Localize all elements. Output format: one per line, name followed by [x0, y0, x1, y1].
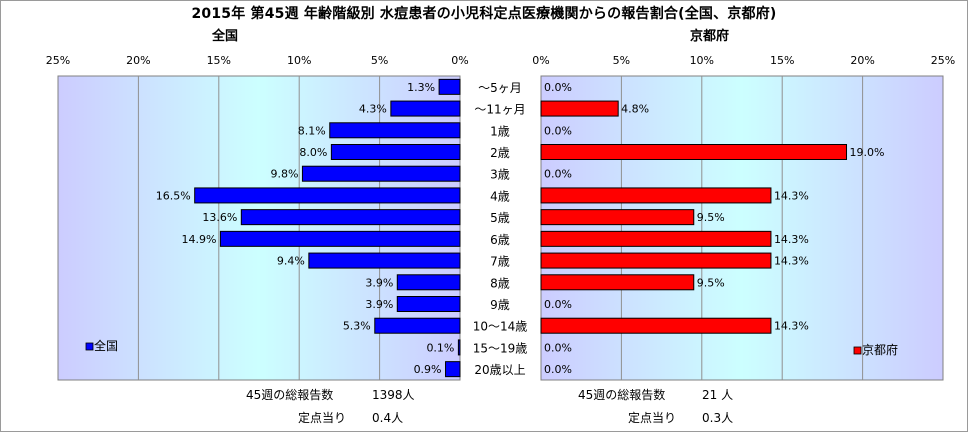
kyoto-tick-label: 0%	[532, 54, 549, 67]
national-per-value: 0.4人	[372, 411, 404, 425]
kyoto-per-label: 定点当り	[628, 411, 677, 425]
kyoto-data-label: 0.0%	[544, 363, 572, 376]
national-data-label: 9.8%	[270, 168, 298, 181]
kyoto-legend-swatch	[853, 346, 862, 355]
national-bar	[308, 252, 461, 269]
national-data-label: 5.3%	[343, 320, 371, 333]
kyoto-plot-area	[540, 75, 944, 381]
national-data-label: 14.9%	[181, 233, 216, 246]
kyoto-panel-title: 京都府	[690, 29, 730, 44]
national-bar	[374, 317, 461, 334]
kyoto-bar	[540, 317, 772, 334]
category-label: ～11ヶ月	[474, 103, 525, 117]
category-label: 4歳	[490, 189, 510, 203]
kyoto-data-label: 9.5%	[697, 211, 725, 224]
national-data-label: 8.1%	[298, 124, 326, 137]
national-data-label: 9.4%	[277, 255, 305, 268]
national-bar	[194, 187, 461, 204]
national-data-label: 3.9%	[365, 298, 393, 311]
kyoto-data-label: 14.3%	[774, 233, 809, 246]
national-legend-swatch	[85, 342, 94, 351]
kyoto-bar	[540, 209, 695, 226]
kyoto-tick-label: 15%	[770, 54, 794, 67]
category-label: 3歳	[490, 168, 510, 182]
national-bar	[390, 100, 461, 117]
national-bar	[329, 122, 461, 139]
kyoto-tick-label: 10%	[690, 54, 714, 67]
national-tick-label: 15%	[207, 54, 231, 67]
national-tick-label: 20%	[126, 54, 150, 67]
kyoto-data-label: 0.0%	[544, 341, 572, 354]
kyoto-tick-label: 20%	[850, 54, 874, 67]
national-bar	[457, 339, 461, 356]
national-tick-label: 5%	[371, 54, 388, 67]
kyoto-data-label: 0.0%	[544, 298, 572, 311]
national-bar	[396, 274, 461, 291]
category-label: 5歳	[490, 211, 510, 225]
national-tick-label: 25%	[46, 54, 70, 67]
category-label: ～5ヶ月	[478, 81, 522, 95]
kyoto-data-label: 0.0%	[544, 81, 572, 94]
national-data-label: 0.1%	[426, 341, 454, 354]
national-data-label: 1.3%	[407, 81, 435, 94]
category-label: 10～14歳	[473, 320, 528, 334]
national-bar	[301, 165, 461, 182]
national-per-label: 定点当り	[298, 411, 347, 425]
national-bar	[330, 144, 461, 160]
national-data-label: 0.9%	[414, 363, 442, 376]
national-bar	[240, 209, 461, 226]
category-label: 7歳	[490, 255, 510, 269]
category-label: 20歳以上	[474, 363, 525, 377]
national-plot-area	[57, 75, 461, 381]
national-total-value: 1398人	[372, 388, 415, 402]
kyoto-legend-label: 京都府	[862, 342, 898, 357]
national-data-label: 3.9%	[365, 276, 393, 289]
national-panel-title: 全国	[212, 29, 239, 44]
kyoto-bar	[540, 144, 848, 160]
kyoto-bar	[540, 100, 619, 117]
kyoto-data-label: 0.0%	[544, 124, 572, 137]
category-label: 8歳	[490, 276, 510, 290]
kyoto-data-label: 9.5%	[697, 276, 725, 289]
national-data-label: 4.3%	[359, 103, 387, 116]
kyoto-data-label: 0.0%	[544, 168, 572, 181]
national-total-label: 45週の総報告数	[246, 388, 334, 402]
kyoto-bar	[540, 230, 772, 247]
kyoto-bar	[540, 252, 772, 269]
national-bar	[445, 361, 461, 378]
category-label: 15～19歳	[473, 341, 528, 355]
kyoto-data-label: 14.3%	[774, 189, 809, 202]
kyoto-total-label: 45週の総報告数	[578, 388, 666, 402]
national-tick-label: 10%	[287, 54, 311, 67]
national-tick-label: 0%	[451, 54, 468, 67]
kyoto-bar	[540, 274, 695, 291]
kyoto-bar	[540, 187, 772, 204]
national-legend-label: 全国	[94, 338, 118, 353]
national-data-label: 16.5%	[156, 189, 191, 202]
kyoto-per-value: 0.3人	[702, 411, 734, 425]
kyoto-tick-label: 5%	[613, 54, 630, 67]
national-data-label: 8.0%	[299, 146, 327, 159]
national-data-label: 13.6%	[202, 211, 237, 224]
national-bar	[438, 78, 461, 95]
kyoto-tick-label: 25%	[931, 54, 955, 67]
category-label: 9歳	[490, 298, 510, 312]
chart-title: 2015年 第45週 年齢階級別 水痘患者の小児科定点医療機関からの報告割合(全…	[191, 6, 777, 22]
national-bar	[219, 230, 461, 247]
category-label: 6歳	[490, 233, 510, 247]
kyoto-total-value: 21 人	[702, 388, 734, 402]
kyoto-data-label: 19.0%	[850, 146, 885, 159]
kyoto-data-label: 4.8%	[621, 103, 649, 116]
national-bar	[396, 296, 461, 312]
kyoto-data-label: 14.3%	[774, 320, 809, 333]
category-label: 1歳	[490, 124, 510, 138]
kyoto-data-label: 14.3%	[774, 255, 809, 268]
category-label: 2歳	[490, 146, 510, 160]
